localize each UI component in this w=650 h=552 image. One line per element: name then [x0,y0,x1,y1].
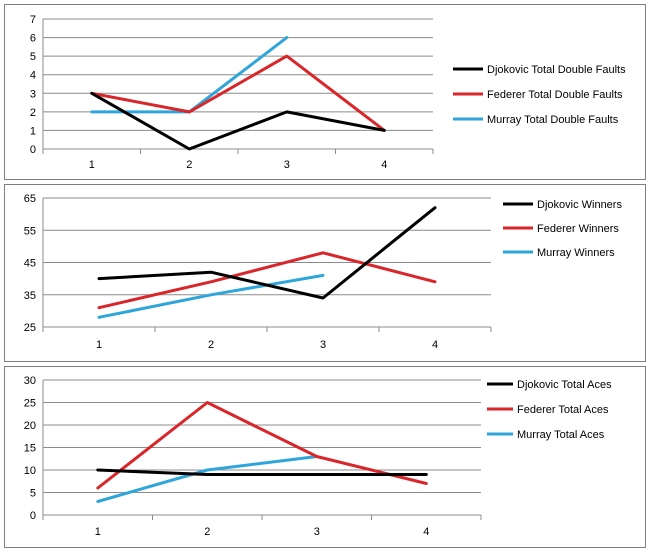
x-tick-label: 1 [96,339,102,351]
series-line-djokovic-total-double-faults [90,91,386,151]
y-tick-label: 35 [24,290,36,302]
x-tick-label: 2 [186,159,192,171]
y-tick-label: 20 [24,420,36,432]
x-tick-label: 4 [381,159,387,171]
y-tick-label: 2 [30,107,36,119]
chart-svg-winners: 25 35 45 55 65 1 2 3 4 Djokovic Winners Federer Wi… [24,193,623,351]
x-tick-label: 4 [423,526,429,538]
series-line-murray-total-aces [96,455,319,503]
series-line-djokovic-winners [97,206,437,300]
legend-label: Djokovic Winners [537,199,622,211]
y-tick-label: 30 [24,375,36,387]
y-tick-label: 25 [24,322,36,334]
y-tick-label: 65 [24,193,36,205]
series-line-federer-total-aces [96,401,428,490]
series-line-murray-winners [97,273,325,319]
y-tick-label: 15 [24,443,36,455]
chart-svg-aces: 0 5 10 15 20 25 30 1 2 3 4 Djokovic Total Aces Feder… [24,375,612,538]
y-tick-label: 3 [30,88,36,100]
chart-panel-double-faults: 0 1 2 3 4 5 6 7 1 2 3 4 Djokovic Total Double Faults… [4,4,646,180]
legend-label: Federer Total Double Faults [487,89,623,101]
y-tick-label: 5 [30,488,36,500]
chart-panel-aces: 0 5 10 15 20 25 30 1 2 3 4 Djokovic Total Aces Feder… [4,366,646,548]
y-tick-label: 25 [24,398,36,410]
x-tick-label: 2 [204,526,210,538]
legend-label: Federer Total Aces [517,404,609,416]
chart-svg-double-faults: 0 1 2 3 4 5 6 7 1 2 3 4 Djokovic Total Double Faults… [30,14,626,171]
legend-label: Djokovic Total Aces [517,379,612,391]
y-tick-label: 5 [30,51,36,63]
series-line-djokovic-total-aces [96,468,428,476]
x-tick-label: 2 [208,339,214,351]
y-tick-label: 10 [24,465,36,477]
legend-label: Djokovic Total Double Faults [487,64,626,76]
x-tick-label: 1 [95,526,101,538]
legend-label: Murray Total Double Faults [487,114,619,126]
y-tick-label: 6 [30,33,36,45]
x-tick-label: 3 [284,159,290,171]
y-tick-label: 0 [30,144,36,156]
legend-label: Federer Winners [537,223,619,235]
x-tick-label: 3 [314,526,320,538]
y-tick-label: 1 [30,125,36,137]
y-tick-label: 55 [24,225,36,237]
y-tick-label: 0 [30,510,36,522]
y-tick-label: 45 [24,258,36,270]
x-tick-label: 3 [320,339,326,351]
chart-panel-winners: 25 35 45 55 65 1 2 3 4 Djokovic Winners Federer Wi… [4,184,646,362]
legend-label: Murray Total Aces [517,429,605,441]
series-line-federer-winners [97,251,437,310]
x-tick-label: 1 [89,159,95,171]
legend-label: Murray Winners [537,247,615,259]
x-tick-label: 4 [432,339,438,351]
y-tick-label: 4 [30,70,36,82]
y-tick-label: 7 [30,14,36,26]
series-line-federer-total-double-faults [90,54,386,132]
